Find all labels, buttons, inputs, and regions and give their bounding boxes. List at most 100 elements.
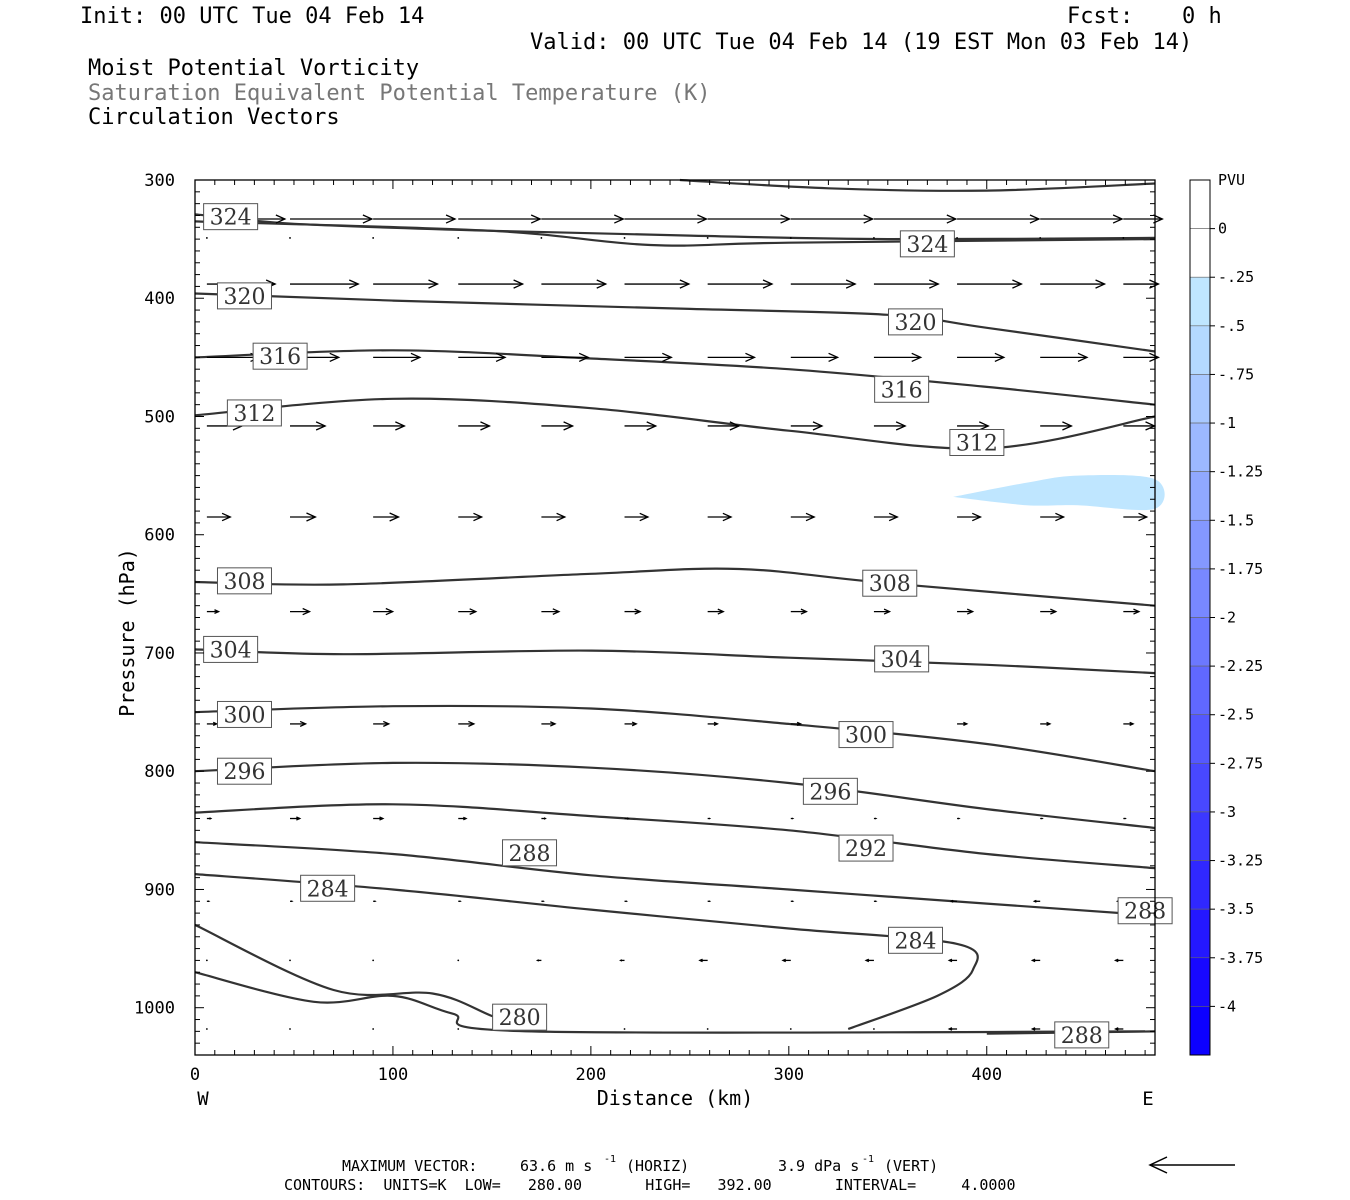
wind-vector [1123,817,1127,820]
wind-vector [873,352,923,363]
wind-vector [541,214,625,224]
wind-vector [624,608,642,615]
plot-border [194,179,1156,1056]
wind-vector [372,959,375,962]
wind-vector [698,958,708,963]
vector-head [679,279,691,289]
theta-es-contour-unlabeled-1 [679,178,1156,192]
wind-vector [790,817,795,820]
contour-label: 300 [216,700,272,728]
wind-vector [541,608,561,615]
wind-vector [457,1028,460,1030]
vector-head [1062,421,1073,431]
vector-head [781,958,786,963]
wind-vector [373,352,422,363]
wind-vector [873,214,958,224]
vector-head [874,817,878,820]
vector-head [1149,352,1161,363]
vector-head [805,512,816,522]
colorbar-swatch [1189,276,1211,327]
wind-vector [289,1028,291,1030]
wind-vector [373,720,391,727]
wind-vector [789,237,792,239]
vector-head [556,512,567,522]
contour-label-layer: 324 324 320 320 316 316 312 312 308 308 304 304 300 3… [203,203,1173,1049]
contour-label-text: 284 [894,929,936,954]
wind-vector [707,900,712,903]
vector-head [495,352,507,363]
vector-head [315,421,327,431]
wind-vector [873,608,892,615]
contour-label: 284 [887,926,943,954]
contour-info: CONTOURS: UNITS=K LOW= 280.00 HIGH= 392.… [284,1176,1016,1194]
vector-head [469,608,478,615]
contour-label-box [1054,1021,1110,1049]
vector-head [708,900,712,903]
wind-vector [957,512,983,522]
vector-head [947,958,953,963]
x-tick-label: 0 [190,1065,200,1085]
wind-vector [458,720,476,727]
contour-label-text: 280 [499,1006,541,1031]
wind-vector [707,352,757,363]
contour-label-text: 296 [809,780,851,805]
colorbar-swatch [1189,1006,1211,1056]
vector-head [780,214,792,224]
vector-head [713,721,719,727]
contour-label-text: 324 [210,206,252,231]
colorbar-swatch [1189,617,1211,667]
colorbar-label: 0 [1218,220,1227,238]
vector-head [1032,899,1037,903]
vector-head [966,608,975,615]
colorbar-swatch [1189,422,1211,472]
wind-vector [289,959,291,962]
contour-label: 316 [874,375,930,403]
wind-vector [205,237,208,239]
wind-vector [1040,352,1089,363]
vector-head [729,421,741,431]
colorbar-label: -.75 [1218,365,1254,383]
contour-label-text: 304 [210,638,252,663]
contour-label-box [887,926,943,954]
wind-vector [1040,721,1052,727]
colorbar-swatch [1189,811,1211,861]
vector-head [428,279,440,289]
vector-head [1095,279,1107,289]
wind-vector [624,900,629,903]
wind-vector [790,421,824,431]
wind-vector [1040,421,1073,431]
vector-head [929,279,940,289]
contour-label: 300 [838,721,894,749]
vector-head [410,352,422,363]
vector-head [207,900,211,903]
wind-vector [541,352,590,363]
vector-head [1077,352,1089,363]
wind-vector [1039,237,1042,239]
wind-vector [289,237,291,239]
contour-label: 312 [226,399,282,427]
colorbar: PVU 0 -.25 -.5 -.75 -1 -1.25 -1.5 -1.75 -2 -2.25 -2… [1189,171,1263,1056]
theta-es-contour-300 [194,704,1156,773]
colorbar-swatch [1189,179,1211,229]
wind-vector [707,817,712,820]
wind-vector [1122,237,1125,239]
wind-vector [956,237,958,239]
contour-label-box [203,635,259,663]
y-tick-label: 300 [144,171,175,191]
contour-label: 280 [492,1003,548,1031]
vector-head [895,421,907,431]
contour-label: 284 [300,874,356,902]
contour-label-text: 292 [845,837,887,862]
vector-head [1041,817,1044,820]
colorbar-label: -4 [1218,997,1236,1015]
wind-vector [541,721,557,727]
valid-time: Valid: 00 UTC Tue 04 Feb 14 (19 EST Mon … [530,30,1193,55]
colorbar-label: -3.75 [1218,949,1263,967]
contour-label-text: 284 [307,877,349,902]
wind-vector [457,237,460,239]
wind-vector [624,279,691,289]
contour-label-text: 308 [223,570,265,595]
contour-label: 304 [874,645,930,673]
wind-vector [458,900,462,903]
wind-vector [541,900,545,903]
